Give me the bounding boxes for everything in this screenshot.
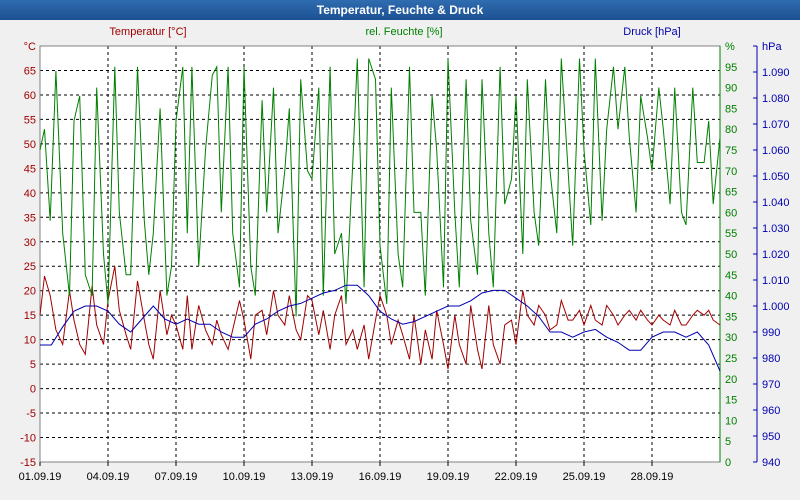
x-tick-label: 16.09.19 xyxy=(359,471,402,483)
weather-chart: -15 -10 -5 0 5 10 15 20 25 30 35 40 45 50 55 60 65 °C 0 5 10… xyxy=(0,20,800,500)
temperature-tick-label: -10 xyxy=(20,433,36,445)
x-tick-label: 25.09.19 xyxy=(563,471,606,483)
x-tick-label: 04.09.19 xyxy=(87,471,130,483)
temperature-tick-label: 40 xyxy=(24,188,36,200)
humidity-tick-label: 55 xyxy=(725,228,737,240)
pressure-tick-label: 1.060 xyxy=(762,145,790,157)
temperature-tick-label: 15 xyxy=(24,310,36,322)
pressure-tick-label: 1.090 xyxy=(762,67,790,79)
pressure-tick-label: 1.070 xyxy=(762,119,790,131)
temperature-series-line xyxy=(39,266,721,370)
humidity-tick-label: 0 xyxy=(725,457,731,469)
x-tick-label: 10.09.19 xyxy=(223,471,266,483)
pressure-axis-label: Druck [hPa] xyxy=(623,26,680,38)
pressure-tick-label: 990 xyxy=(762,327,780,339)
humidity-axis-label: rel. Feuchte [%] xyxy=(365,26,442,38)
pressure-series-line xyxy=(40,284,721,372)
temperature-tick-label: 5 xyxy=(30,359,36,371)
humidity-tick-label: 15 xyxy=(725,395,737,407)
temperature-tick-label: -15 xyxy=(20,457,36,469)
humidity-series-line xyxy=(39,58,721,317)
pressure-tick-label: 980 xyxy=(762,353,780,365)
humidity-tick-label: 40 xyxy=(725,291,737,303)
humidity-tick-label: 75 xyxy=(725,145,737,157)
temperature-tick-label: 65 xyxy=(24,65,36,77)
temperature-tick-label: 55 xyxy=(24,114,36,126)
humidity-tick-label: 50 xyxy=(725,249,737,261)
pressure-tick-label: hPa xyxy=(762,41,782,53)
pressure-tick-label: 1.050 xyxy=(762,171,790,183)
pressure-tick-label: 940 xyxy=(762,457,780,469)
window-title: Temperatur, Feuchte & Druck xyxy=(0,0,800,20)
humidity-tick-label: 95 xyxy=(725,62,737,74)
x-tick-label: 28.09.19 xyxy=(631,471,674,483)
temperature-tick-label: 35 xyxy=(24,212,36,224)
x-tick-label: 19.09.19 xyxy=(427,471,470,483)
humidity-tick-label: 5 xyxy=(725,436,731,448)
humidity-tick-label: 80 xyxy=(725,124,737,136)
temperature-tick-label: 60 xyxy=(24,90,36,102)
temperature-tick-label: -5 xyxy=(26,408,36,420)
humidity-tick-label: 90 xyxy=(725,83,737,95)
pressure-tick-label: 1.030 xyxy=(762,223,790,235)
pressure-tick-label: 1.080 xyxy=(762,93,790,105)
humidity-tick-label: 35 xyxy=(725,311,737,323)
axes: -15 -10 -5 0 5 10 15 20 25 30 35 40 45 50 55 60 65 °C 0 5 10… xyxy=(19,41,790,483)
pressure-tick-label: 1.010 xyxy=(762,275,790,287)
humidity-tick-label: 70 xyxy=(725,166,737,178)
plot-area xyxy=(40,46,720,462)
series-lines xyxy=(39,58,721,372)
temperature-tick-label: 50 xyxy=(24,139,36,151)
temperature-tick-label: 30 xyxy=(24,237,36,249)
humidity-tick-label: 85 xyxy=(725,103,737,115)
humidity-tick-label: 45 xyxy=(725,270,737,282)
temperature-axis-label: Temperatur [°C] xyxy=(109,26,186,38)
temperature-tick-label: 0 xyxy=(30,384,36,396)
x-tick-label: 22.09.19 xyxy=(495,471,538,483)
humidity-tick-label: 60 xyxy=(725,207,737,219)
humidity-tick-label: % xyxy=(725,41,735,53)
pressure-tick-label: 950 xyxy=(762,431,780,443)
humidity-tick-label: 20 xyxy=(725,374,737,386)
x-tick-label: 13.09.19 xyxy=(291,471,334,483)
x-tick-label: 01.09.19 xyxy=(19,471,62,483)
humidity-tick-label: 65 xyxy=(725,187,737,199)
temperature-tick-label: 10 xyxy=(24,335,36,347)
pressure-tick-label: 1.020 xyxy=(762,249,790,261)
pressure-tick-label: 960 xyxy=(762,405,780,417)
temperature-tick-label: 20 xyxy=(24,286,36,298)
pressure-tick-label: 1.040 xyxy=(762,197,790,209)
pressure-tick-label: 1.000 xyxy=(762,301,790,313)
temperature-tick-label: °C xyxy=(24,41,36,53)
humidity-tick-label: 10 xyxy=(725,415,737,427)
pressure-tick-label: 970 xyxy=(762,379,780,391)
humidity-tick-label: 30 xyxy=(725,332,737,344)
grid xyxy=(40,46,720,462)
x-tick-label: 07.09.19 xyxy=(155,471,198,483)
temperature-tick-label: 45 xyxy=(24,163,36,175)
humidity-tick-label: 25 xyxy=(725,353,737,365)
temperature-tick-label: 25 xyxy=(24,261,36,273)
